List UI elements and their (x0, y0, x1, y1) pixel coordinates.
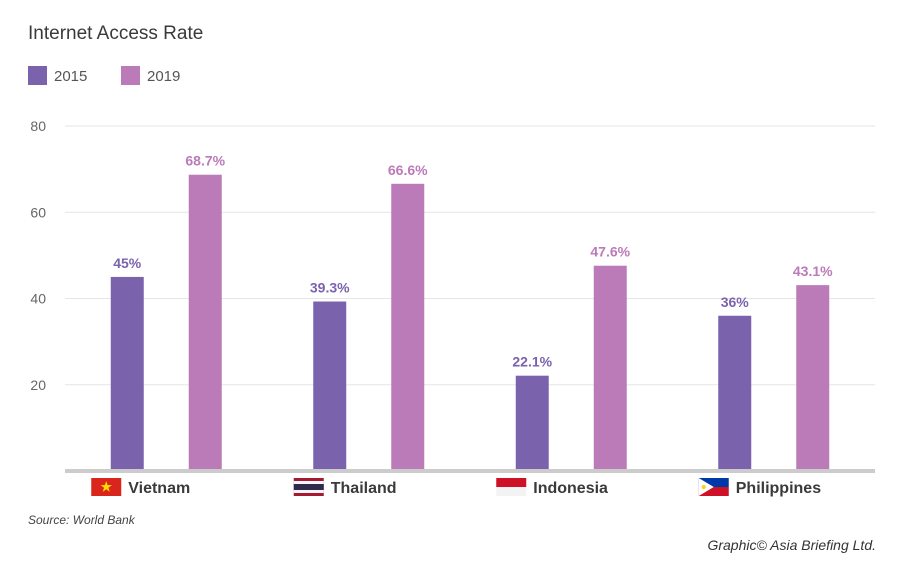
y-tick-label-40: 40 (30, 291, 46, 307)
thailand-flag-icon (293, 478, 324, 496)
y-tick-label-20: 20 (30, 377, 46, 393)
category-label-vietnam: Vietnam (128, 480, 190, 497)
bar-indonesia-2019 (593, 265, 627, 469)
data-label-indonesia-2015: 22.1% (512, 354, 552, 370)
y-tick-label-60: 60 (30, 204, 46, 220)
data-label-philippines-2015: 36% (721, 294, 750, 310)
bar-vietnam-2019 (188, 174, 222, 469)
category-label-philippines: Philippines (736, 480, 821, 497)
data-label-vietnam-2019: 68.7% (185, 153, 225, 169)
data-label-vietnam-2015: 45% (113, 255, 142, 271)
legend-label-2015: 2015 (54, 68, 87, 85)
legend: 2015 2019 (28, 66, 180, 85)
bar-indonesia-2015 (515, 375, 549, 469)
y-axis-ticks: 20 40 60 80 (30, 118, 46, 393)
bar-vietnam-2015 (110, 276, 144, 469)
data-label-indonesia-2019: 47.6% (590, 244, 630, 260)
indonesia-flag-icon (496, 478, 527, 496)
legend-swatch-2019 (121, 66, 140, 85)
chart-title: Internet Access Rate (28, 23, 203, 44)
category-label-thailand: Thailand (331, 480, 397, 497)
data-label-thailand-2019: 66.6% (388, 162, 428, 178)
vietnam-flag-icon (91, 478, 122, 496)
legend-label-2019: 2019 (147, 68, 180, 85)
legend-swatch-2015 (28, 66, 47, 85)
bar-thailand-2019 (391, 183, 425, 469)
bar-philippines-2015 (718, 315, 752, 469)
category-label-indonesia: Indonesia (533, 480, 608, 497)
bar-thailand-2015 (313, 301, 347, 469)
credit-note: Graphic© Asia Briefing Ltd. (707, 537, 876, 553)
category-labels: Vietnam Thailand Indonesia Philippines (91, 478, 821, 497)
data-label-thailand-2015: 39.3% (310, 280, 350, 296)
data-label-philippines-2019: 43.1% (793, 263, 833, 279)
bars (110, 174, 830, 469)
data-labels: 45% 68.7% 39.3% 66.6% 22.1% 47.6% 36% 43.1% (113, 153, 833, 370)
source-note: Source: World Bank (28, 513, 136, 527)
bar-philippines-2019 (796, 285, 830, 469)
y-tick-label-80: 80 (30, 118, 46, 134)
philippines-flag-icon (698, 478, 729, 496)
